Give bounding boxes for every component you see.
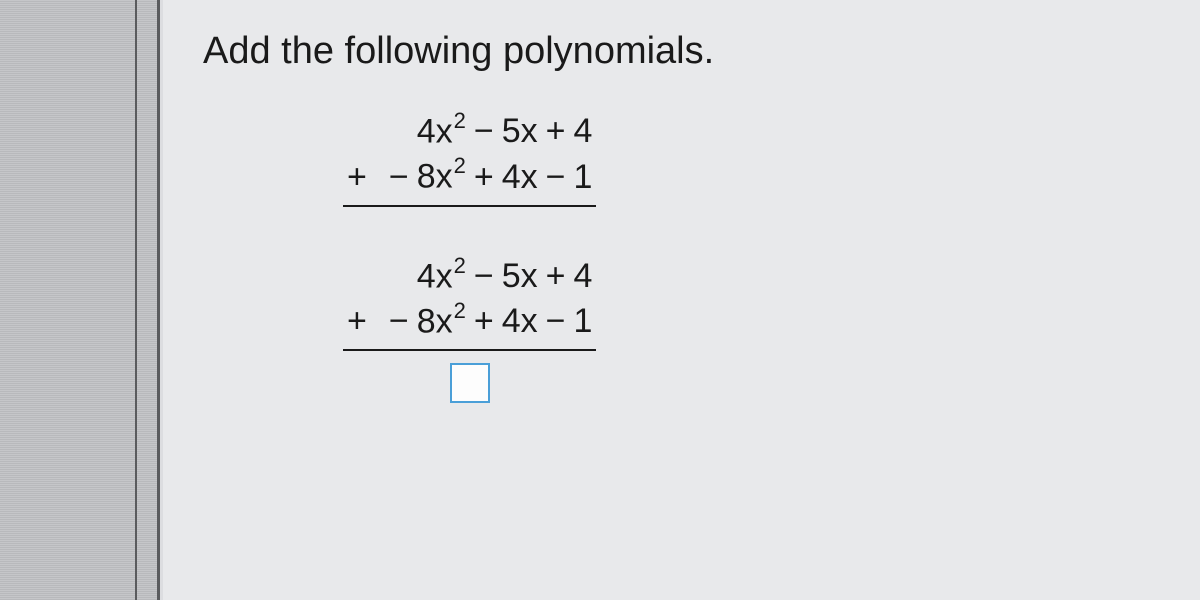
p2row1-t1-coef: 4x2 — [413, 253, 470, 298]
poly1-divider — [343, 205, 596, 207]
p2row1-t2: 5x — [498, 253, 542, 298]
answer-input-container — [343, 363, 596, 408]
poly2-row2: + − 8x2 + 4x − 1 — [343, 298, 596, 343]
row1-op1: − — [470, 108, 498, 153]
polynomial-block-2: 4x2 − 5x + 4 + − 8x2 + 4x − 1 — [343, 253, 596, 409]
row2-op2: − — [542, 153, 570, 198]
p2row2-op2: − — [542, 298, 570, 343]
p2row1-lead — [343, 253, 385, 298]
p2row1-t1-sign — [385, 253, 413, 298]
p2row1-t3: 4 — [570, 253, 597, 298]
poly1-row1: 4x2 − 5x + 4 — [343, 108, 596, 153]
row2-lead: + — [343, 153, 385, 198]
p2row2-t1-coef: 8x2 — [413, 298, 470, 343]
margin-rule-2 — [158, 0, 160, 600]
answer-input[interactable] — [450, 363, 490, 403]
p2row2-op1: + — [470, 298, 498, 343]
content-area: Add the following polynomials. 4x2 − 5x … — [163, 0, 1200, 600]
row1-t1-sign — [385, 108, 413, 153]
left-margin-panel — [0, 0, 160, 600]
margin-rule-1 — [135, 0, 137, 600]
row1-op2: + — [542, 108, 570, 153]
row2-t2: 4x — [498, 153, 542, 198]
p2row2-lead: + — [343, 298, 385, 343]
poly1-row2: + − 8x2 + 4x − 1 — [343, 153, 596, 198]
row1-t2: 5x — [498, 108, 542, 153]
row2-t1-coef: 8x2 — [413, 153, 470, 198]
instruction-text: Add the following polynomials. — [203, 30, 1160, 73]
polynomial-block-1: 4x2 − 5x + 4 + − 8x2 + 4x − 1 — [343, 108, 596, 213]
row1-t3: 4 — [570, 108, 597, 153]
row2-t1-sign: − — [385, 153, 413, 198]
p2row2-t1-sign: − — [385, 298, 413, 343]
p2row2-t3: 1 — [570, 298, 597, 343]
p2row1-op1: − — [470, 253, 498, 298]
poly2-divider — [343, 349, 596, 351]
poly2-row1: 4x2 − 5x + 4 — [343, 253, 596, 298]
row2-t3: 1 — [570, 153, 597, 198]
row1-lead — [343, 108, 385, 153]
p2row2-t2: 4x — [498, 298, 542, 343]
row2-op1: + — [470, 153, 498, 198]
p2row1-op2: + — [542, 253, 570, 298]
row1-t1-coef: 4x2 — [413, 108, 470, 153]
